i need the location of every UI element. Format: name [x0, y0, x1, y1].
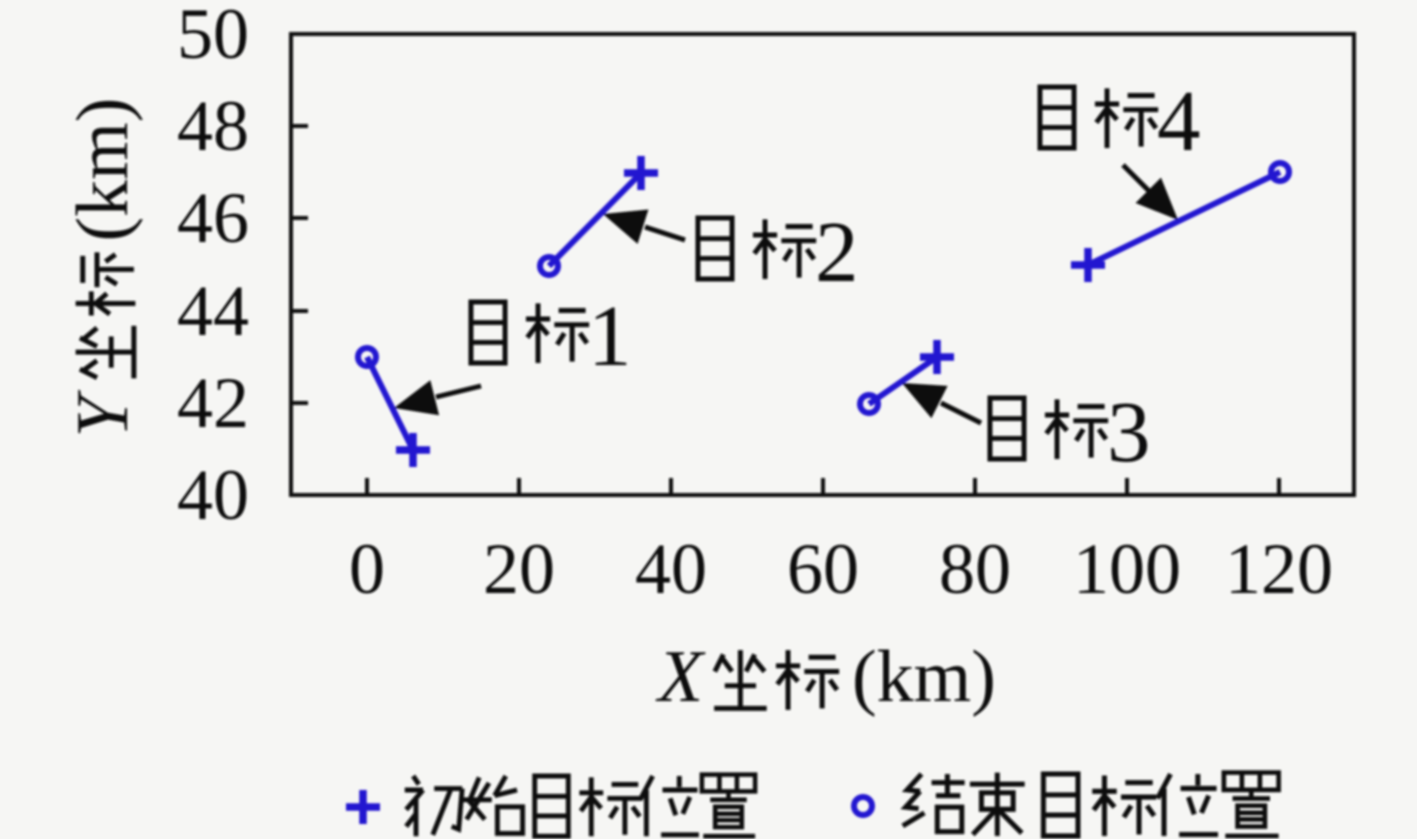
svg-text:Y: Y: [62, 390, 144, 438]
svg-text:3: 3: [1107, 383, 1151, 480]
svg-text:(km): (km): [852, 636, 996, 718]
svg-text:40: 40: [177, 455, 249, 535]
svg-text:46: 46: [177, 178, 249, 258]
svg-text:(km): (km): [62, 98, 144, 242]
svg-text:X: X: [655, 636, 706, 718]
svg-text:48: 48: [177, 86, 249, 166]
svg-text:20: 20: [483, 529, 555, 609]
svg-text:100: 100: [1073, 529, 1181, 609]
svg-text:2: 2: [815, 203, 859, 300]
svg-text:42: 42: [177, 363, 249, 443]
svg-text:50: 50: [177, 0, 249, 74]
svg-text:40: 40: [635, 529, 707, 609]
svg-text:60: 60: [787, 529, 859, 609]
svg-text:80: 80: [939, 529, 1011, 609]
svg-text:4: 4: [1157, 72, 1201, 169]
svg-text:44: 44: [177, 271, 249, 351]
svg-text:0: 0: [349, 529, 385, 609]
svg-text:1: 1: [588, 287, 632, 384]
svg-text:120: 120: [1225, 529, 1333, 609]
